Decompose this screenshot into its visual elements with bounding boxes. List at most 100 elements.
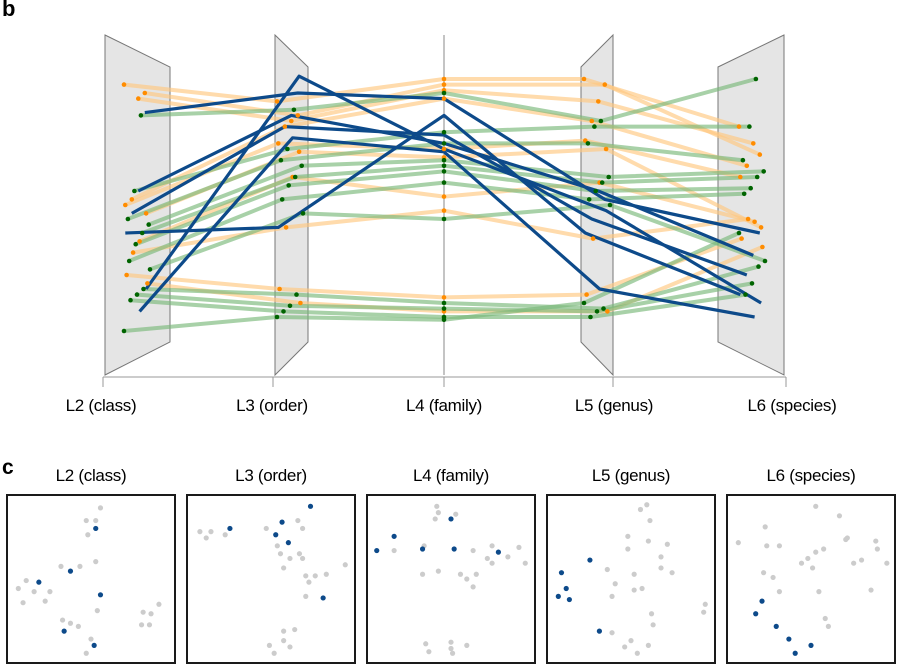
scatter-point-gray — [146, 622, 153, 628]
scatter-point-gray — [816, 589, 822, 595]
data-point-orange — [584, 292, 589, 297]
scatter-point-gray — [271, 650, 277, 656]
axis-label-4: L4 (family) — [405, 396, 483, 415]
data-point-green — [274, 314, 280, 320]
scatter-point-gray — [281, 628, 287, 634]
scatter-point-gray — [323, 571, 329, 577]
scatter-point-gray — [664, 541, 670, 547]
data-point-green — [593, 188, 598, 194]
scatter-point-gray — [287, 644, 293, 650]
data-point-green — [607, 202, 613, 208]
scatter-plot-3 — [186, 494, 356, 664]
data-point-green — [441, 141, 447, 146]
scatter-point-highlight — [808, 642, 814, 648]
scatter-point-gray — [342, 562, 348, 568]
data-point-green — [585, 141, 591, 146]
data-point-orange — [143, 211, 149, 216]
data-point-orange — [129, 197, 135, 202]
scatter-point-gray — [303, 573, 309, 579]
scatter-point-gray — [776, 543, 782, 549]
data-point-green — [756, 264, 761, 269]
scatter-point-gray — [42, 598, 48, 604]
scatter-point-highlight — [307, 503, 314, 509]
scatter-point-gray — [434, 503, 440, 509]
scatter-point-gray — [75, 623, 81, 629]
scatter-point-gray — [208, 529, 214, 535]
scatter-point-gray — [645, 538, 651, 544]
scatter-point-gray — [762, 524, 768, 530]
scatter-point-gray — [836, 513, 843, 519]
data-point-green — [139, 230, 145, 236]
scatter-point-gray — [473, 571, 479, 577]
scatter-point-gray — [522, 560, 528, 566]
scatter-point-gray — [281, 565, 287, 571]
scatter-point-highlight — [91, 642, 97, 648]
data-point-green — [740, 157, 746, 163]
data-point-orange — [123, 202, 128, 208]
scatter-point-gray — [77, 563, 83, 569]
scatter-point-gray — [31, 589, 37, 595]
scatter-title-4: L4 (family) — [412, 466, 490, 485]
scatter-point-gray — [701, 609, 707, 615]
data-point-green — [749, 281, 755, 286]
data-point-green — [743, 292, 748, 297]
scatter-title-2: L2 (class) — [55, 466, 127, 485]
data-point-green — [441, 306, 447, 311]
data-point-orange — [739, 236, 744, 241]
scatter-point-gray — [432, 516, 438, 522]
scatter-point-gray — [88, 636, 94, 642]
panel-c-label: c — [2, 456, 14, 479]
scatter-point-highlight — [448, 516, 454, 522]
scatter-point-highlight — [495, 549, 501, 555]
data-point-orange — [441, 96, 447, 101]
data-point-green — [599, 180, 605, 185]
data-point-green — [286, 183, 292, 188]
data-point-green — [736, 230, 742, 236]
scatter-point-highlight — [786, 636, 792, 642]
scatter-point-highlight — [67, 568, 74, 574]
data-point-orange — [603, 146, 609, 152]
scatter-point-gray — [645, 642, 651, 648]
scatter-point-highlight — [555, 593, 561, 599]
scatter-point-gray — [15, 585, 21, 592]
data-point-orange — [441, 76, 447, 82]
scatter-point-highlight — [753, 611, 759, 617]
scatter-point-gray — [647, 517, 653, 524]
data-point-green — [292, 174, 298, 180]
scatter-point-gray — [20, 600, 26, 606]
data-point-green — [762, 258, 768, 264]
scatter-point-gray — [448, 639, 454, 645]
data-point-green — [592, 124, 597, 129]
data-point-green — [748, 185, 753, 191]
scatter-point-gray — [813, 503, 819, 509]
scatter-point-gray — [821, 546, 827, 552]
data-point-orange — [441, 146, 447, 152]
data-point-green — [753, 76, 759, 82]
data-point-green — [441, 169, 447, 174]
data-point-green — [754, 174, 760, 180]
scatter-point-gray — [851, 560, 857, 566]
data-point-orange — [589, 118, 595, 124]
scatter-point-gray — [85, 532, 91, 538]
scatter-point-gray — [770, 574, 776, 581]
scatter-point-highlight — [792, 650, 798, 656]
scatter-point-gray — [93, 517, 99, 524]
scatter-point-highlight — [227, 525, 233, 532]
data-point-green — [133, 241, 138, 247]
scatter-point-gray — [776, 589, 782, 595]
data-point-green — [441, 90, 447, 96]
scatter-point-highlight — [61, 628, 67, 634]
scatter-point-gray — [464, 642, 470, 648]
scatter-point-highlight — [563, 585, 569, 592]
data-point-green — [146, 222, 151, 227]
scatter-point-gray — [516, 544, 522, 550]
scatter-point-highlight — [273, 532, 279, 538]
scatter-point-gray — [470, 547, 476, 554]
scatter-point-gray — [489, 543, 495, 549]
scatter-point-gray — [140, 609, 146, 615]
data-point-orange — [124, 272, 129, 278]
data-point-orange — [581, 76, 587, 82]
series-line-highlight — [131, 124, 748, 277]
scatter-canvas — [197, 503, 348, 656]
scatter-title-5: L5 (genus) — [591, 466, 671, 485]
